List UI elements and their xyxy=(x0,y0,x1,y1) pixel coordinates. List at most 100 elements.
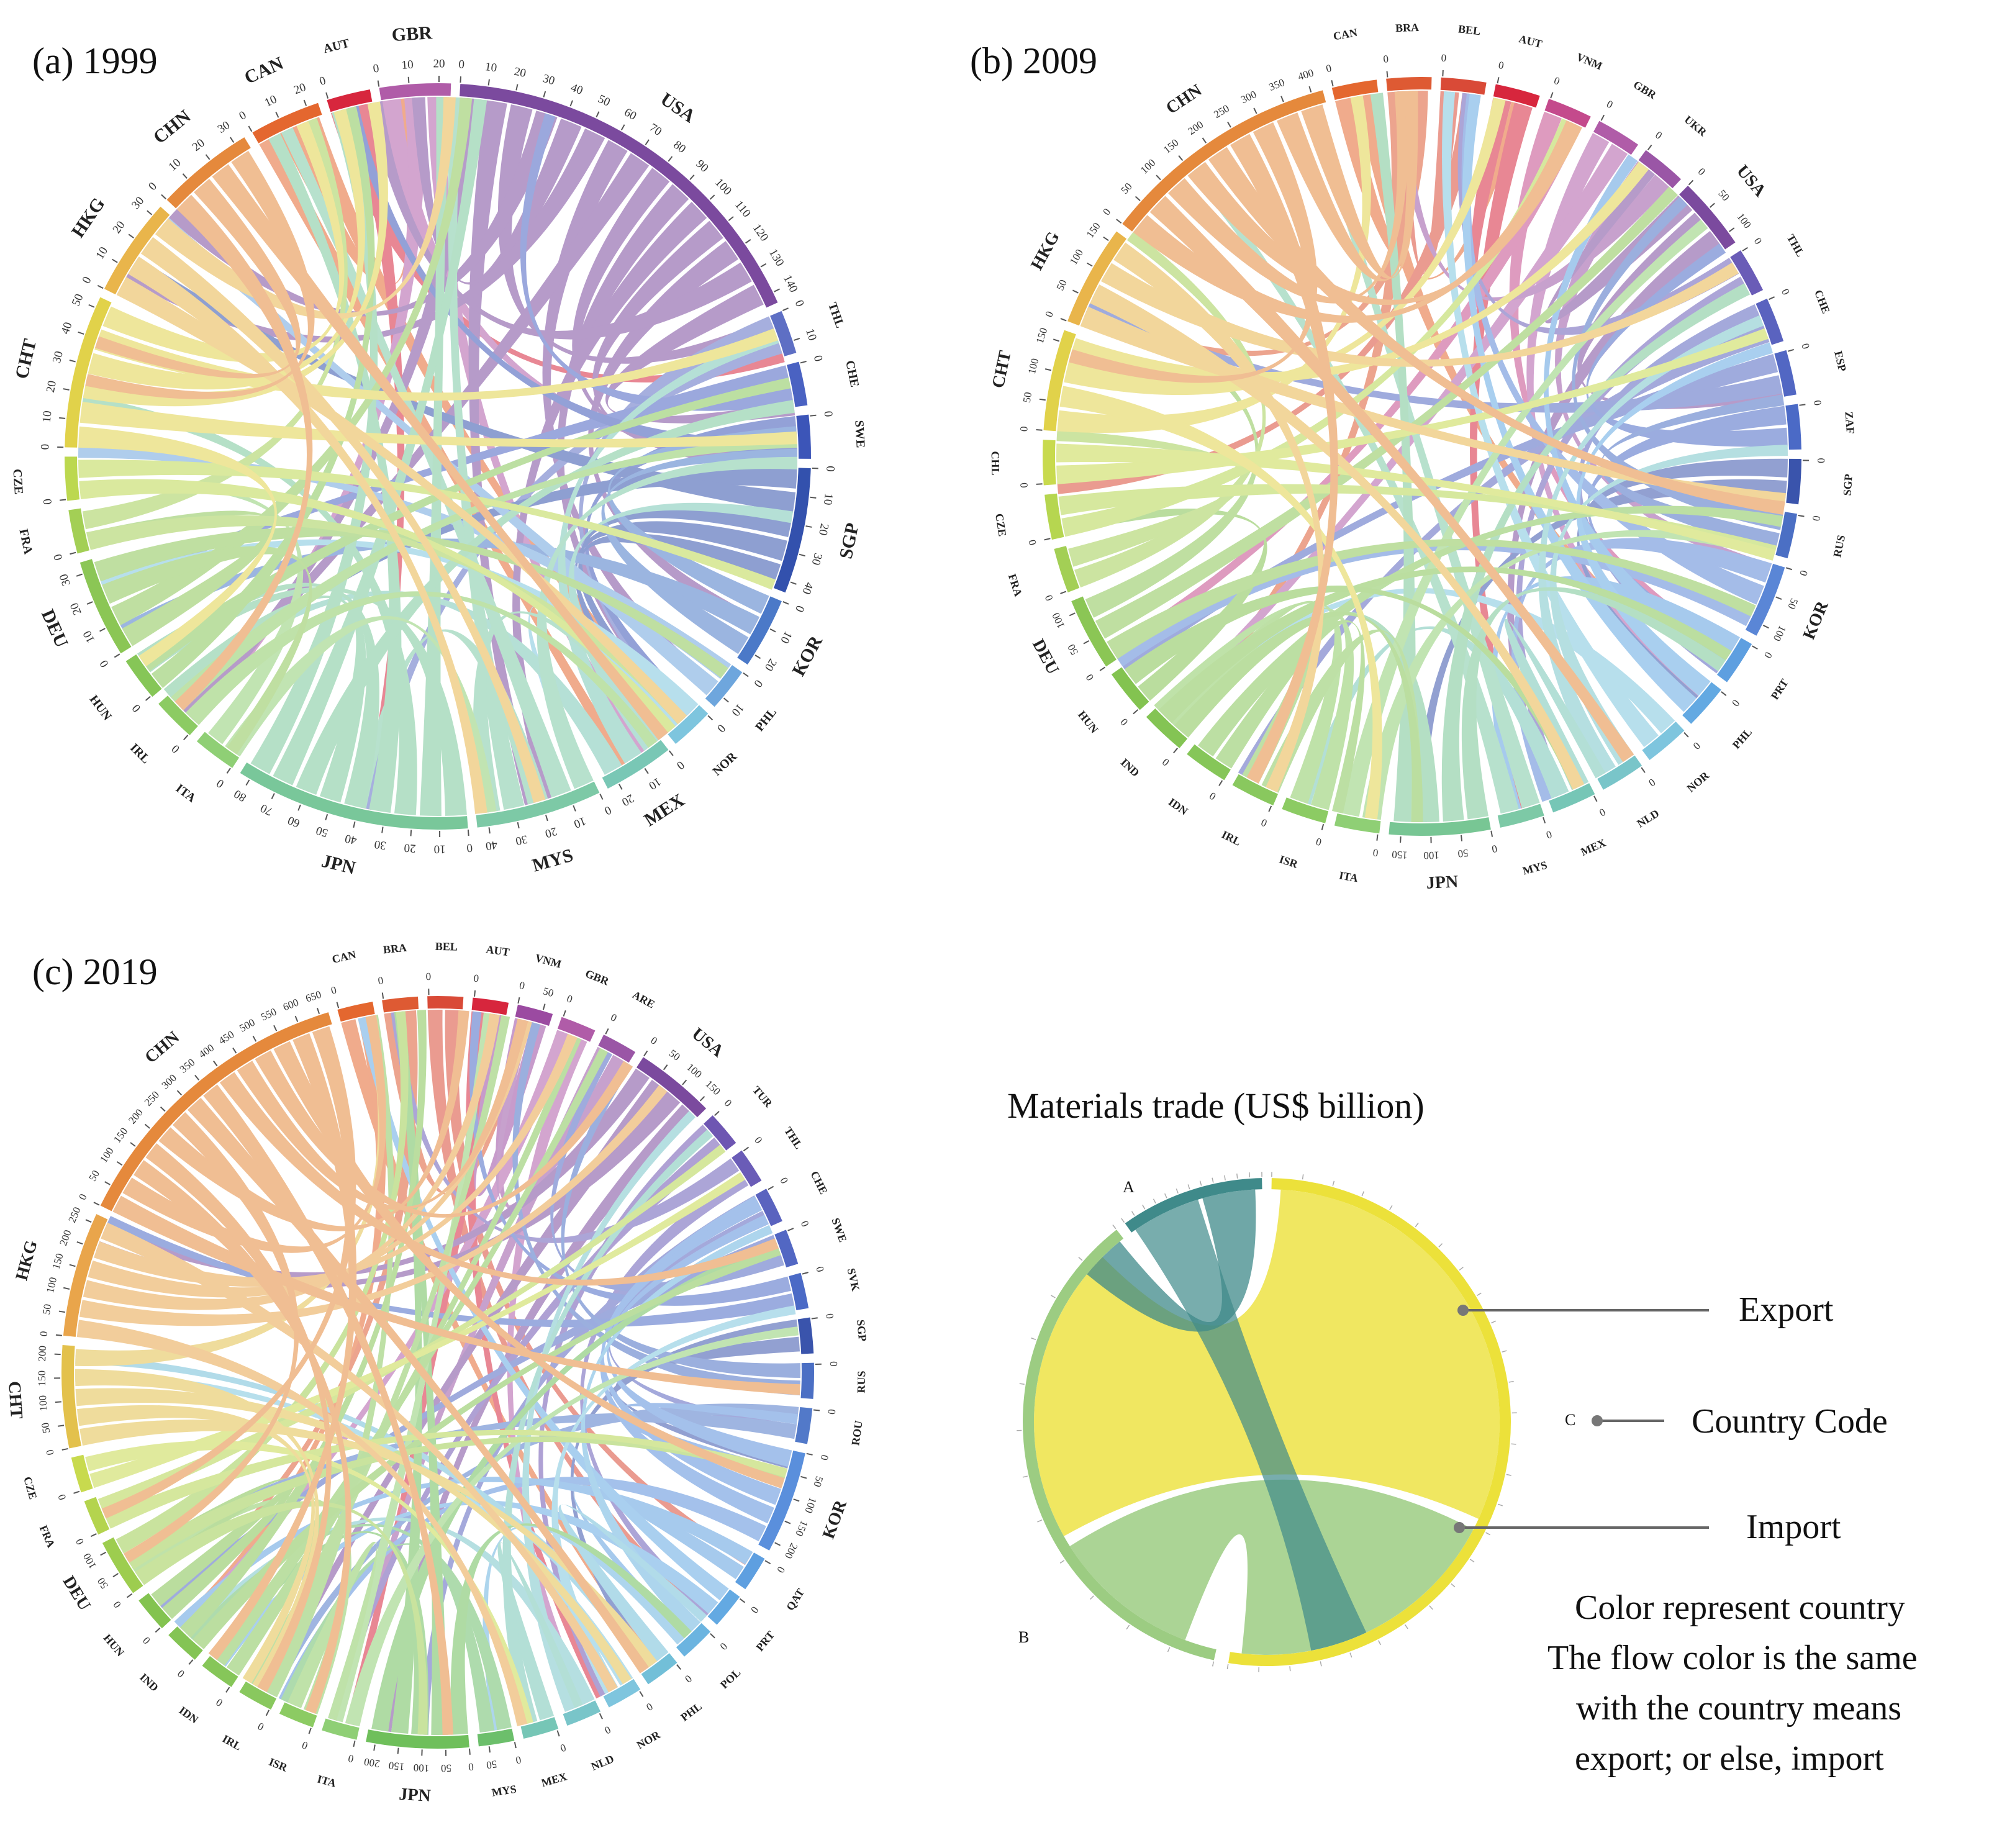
country-segment-sgp: 0 SGP xyxy=(797,1313,869,1354)
country-code-label-hkg: HKG xyxy=(12,1238,41,1282)
tick-mark xyxy=(99,628,106,632)
tick-mark xyxy=(147,210,153,215)
legend-tick-mark xyxy=(1090,1595,1094,1600)
flow-ribbon-mex xyxy=(502,1130,714,1725)
tick-label: 0 xyxy=(1043,594,1056,603)
flow-ribbon-chn xyxy=(1187,122,1582,306)
segment-arc-zaf xyxy=(1785,404,1801,450)
tick-label: 0 xyxy=(818,1454,830,1461)
tick-mark xyxy=(573,805,576,812)
tick-mark xyxy=(639,1691,644,1697)
tick-mark xyxy=(799,553,805,557)
legend-tick-mark xyxy=(1378,1640,1382,1646)
flow-ribbon-idn xyxy=(212,1048,609,1666)
tick-mark xyxy=(353,1740,356,1747)
legend-tick-mark xyxy=(1164,1193,1167,1198)
country-code-label-phl: PHL xyxy=(1730,726,1754,751)
tick-mark xyxy=(545,815,548,822)
flow-ribbon-hkg xyxy=(1100,262,1739,367)
country-segment-cze: 0 CZE xyxy=(21,1454,93,1502)
country-segment-chl: 0 CHL xyxy=(989,440,1056,488)
segment-arc-ind xyxy=(1146,708,1188,748)
tick-label: 50 xyxy=(541,985,555,999)
tick-label: 30 xyxy=(809,551,825,566)
tick-label: 100 xyxy=(1771,623,1788,643)
tick-mark xyxy=(1218,780,1223,786)
tick-label: 0 xyxy=(823,466,836,472)
country-code-label-sgp: SGP xyxy=(836,521,863,561)
legend-export-ribbon xyxy=(1033,1189,1500,1536)
country-code-label-che: CHE xyxy=(808,1169,830,1197)
segment-arc-usa xyxy=(636,1057,707,1118)
tick-label: 0 xyxy=(792,604,807,614)
tick-label: 150 xyxy=(50,1252,65,1270)
country-code-label-are: ARE xyxy=(630,989,657,1011)
tick-label: 10 xyxy=(777,629,794,646)
country-code-label-fra: FRA xyxy=(1006,573,1025,598)
tick-label: 0 xyxy=(1752,235,1765,246)
country-segment-vnm: 0 50 VNM xyxy=(515,951,563,1026)
country-segment-mys: 0 MYS xyxy=(1497,804,1553,877)
segment-arc-swe xyxy=(796,414,811,459)
tick-mark xyxy=(1798,515,1805,517)
country-segment-che: 0 CHE xyxy=(787,354,861,407)
tick-mark xyxy=(1742,247,1748,251)
tick-label: 50 xyxy=(39,1422,52,1434)
segment-arc-nor xyxy=(603,1678,641,1708)
tick-label: 50 xyxy=(70,292,86,308)
country-code-label-rus: RUS xyxy=(855,1370,868,1393)
tick-mark xyxy=(542,1003,546,1010)
segment-arc-deu xyxy=(79,559,132,654)
country-segment-svk: 0 SVK xyxy=(789,1265,862,1311)
tick-mark xyxy=(273,1025,278,1031)
legend-arc-b xyxy=(1022,1230,1217,1660)
tick-label: 100 xyxy=(44,1276,59,1294)
country-segment-che: 0 CHE xyxy=(755,1169,830,1226)
segment-arc-isr xyxy=(279,1702,317,1728)
tick-mark xyxy=(1044,368,1052,371)
flow-ribbon-cht xyxy=(79,1420,658,1667)
tick-mark xyxy=(618,784,623,790)
flow-ribbon-deu xyxy=(1107,539,1756,659)
segment-arc-cht xyxy=(61,1344,82,1449)
country-code-label-ukr: UKR xyxy=(1682,113,1710,139)
legend-title: Materials trade (US$ billion) xyxy=(1007,1085,1425,1126)
tick-label: 20 xyxy=(620,791,637,808)
country-segment-cze: 0 CZE xyxy=(993,493,1064,546)
country-code-label-hkg: HKG xyxy=(68,194,109,241)
country-segment-zaf: 0 ZAF xyxy=(1785,399,1857,450)
tick-label: 0 xyxy=(377,974,384,987)
tick-mark xyxy=(112,1573,119,1578)
tick-label: 0 xyxy=(774,1565,787,1575)
flow-ribbon-sgp xyxy=(132,257,796,514)
legend-export-label: Export xyxy=(1739,1290,1834,1329)
tick-label: 0 xyxy=(1441,52,1447,64)
segment-arc-tur xyxy=(703,1115,736,1151)
tick-mark xyxy=(183,735,189,741)
tick-label: 0 xyxy=(714,722,728,735)
tick-mark xyxy=(805,525,812,528)
tick-label: 0 xyxy=(1026,538,1038,546)
tick-mark xyxy=(230,137,235,143)
segment-arc-fra xyxy=(1054,546,1080,592)
flow-ribbon-kor xyxy=(1511,538,1772,802)
tick-mark xyxy=(800,360,807,364)
legend-tick-mark xyxy=(1131,1211,1135,1216)
segment-arc-cze xyxy=(71,1454,93,1493)
country-code-label-chn: CHN xyxy=(1162,81,1205,118)
country-code-label-chn: CHN xyxy=(141,1028,183,1067)
segment-arc-can xyxy=(252,102,322,143)
legend-tick-mark xyxy=(1389,1205,1393,1210)
flow-ribbon-sgp xyxy=(615,1336,800,1469)
country-code-label-can: CAN xyxy=(1332,26,1358,43)
tick-mark xyxy=(689,174,695,180)
flow-ribbon-chn xyxy=(174,194,313,711)
tick-mark xyxy=(514,1742,517,1749)
segment-arc-aut xyxy=(327,89,373,112)
flow-ribbon-deu xyxy=(1095,186,1679,639)
country-code-label-che: CHE xyxy=(1812,288,1833,315)
segment-arc-jpn xyxy=(240,762,468,830)
tick-label: 0 xyxy=(1811,399,1824,406)
tick-label: 0 xyxy=(674,758,686,772)
